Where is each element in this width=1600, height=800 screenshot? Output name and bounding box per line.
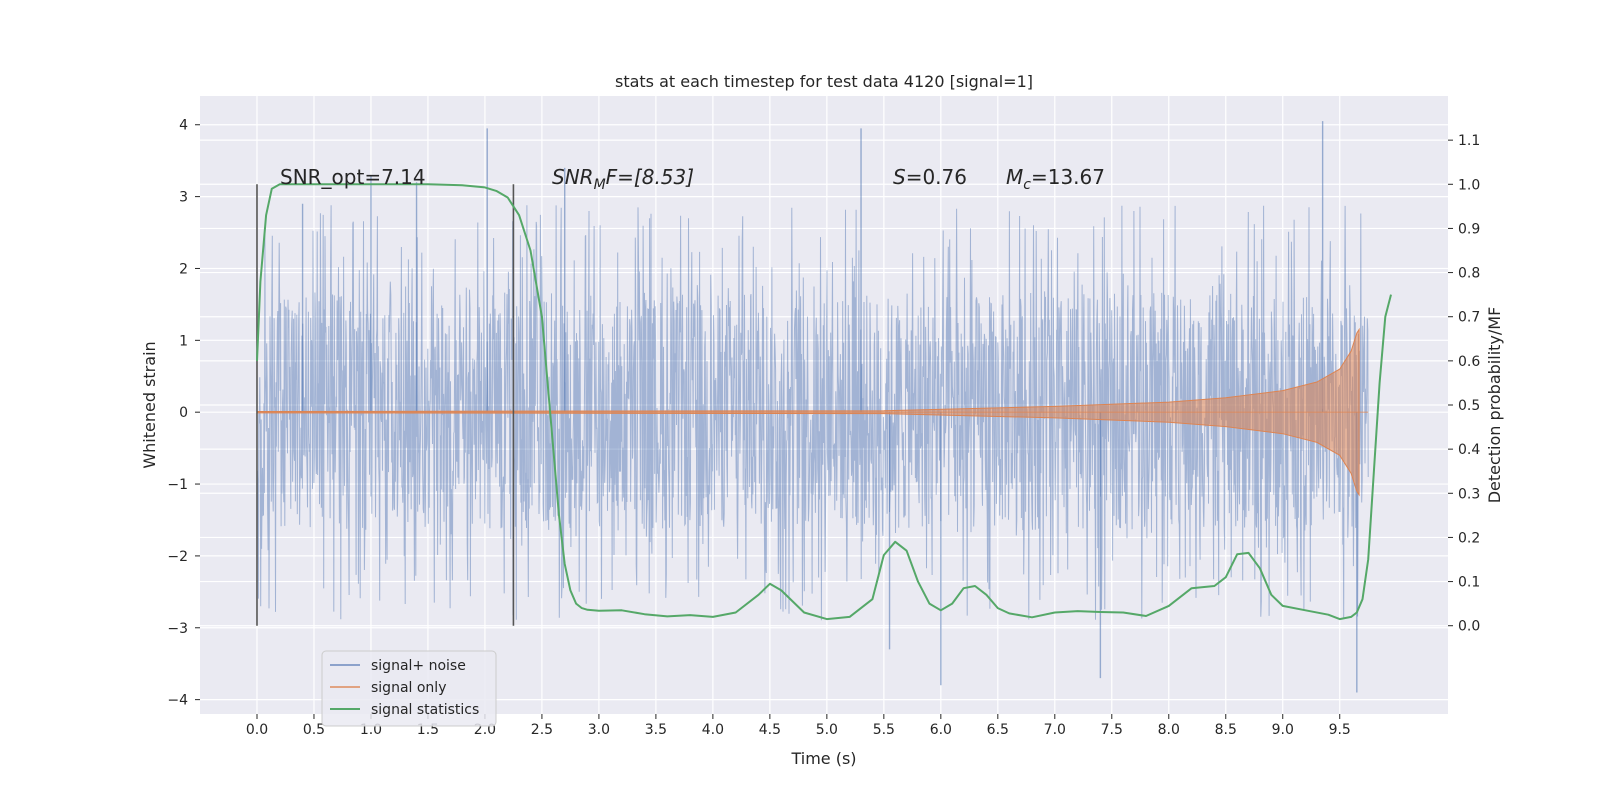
annotation-mc-sub: c (1023, 177, 1031, 193)
y-right-tick-label: 0.1 (1458, 575, 1480, 591)
y-right-tick-label: 0.3 (1458, 486, 1480, 502)
annotation-snr-opt: SNR_opt=7.14 (280, 165, 426, 189)
annotation-s-val: =0.76 (906, 165, 967, 189)
x-tick-label: 7.0 (1044, 722, 1066, 738)
annotation-snr-mf: SNRMF=[8.53] (552, 165, 694, 193)
y-right-tick-label: 1.1 (1458, 133, 1480, 149)
x-tick-label: 5.5 (873, 722, 895, 738)
legend-label-signal-statistics: signal statistics (371, 702, 479, 718)
x-tick-label: 0.5 (303, 722, 325, 738)
y-axis-right-ticks: 0.0 0.1 0.2 0.3 0.4 0.5 0.6 0.7 0.8 0.9 1.0 1.1 (1448, 133, 1480, 635)
x-tick-label: 8.0 (1158, 722, 1180, 738)
y-axis-right-label: Detection probability/MF (1485, 307, 1504, 504)
signal-statistics-series (256, 183, 1392, 621)
x-tick-label: 3.5 (645, 722, 667, 738)
y-left-tick-label: −3 (167, 621, 188, 637)
annotation-s: S=0.76 (893, 165, 967, 189)
y-left-tick-label: −1 (167, 477, 188, 493)
y-right-tick-label: 0.9 (1458, 221, 1480, 237)
y-right-tick-label: 0.7 (1458, 310, 1480, 326)
signal-statistics-line (256, 183, 1392, 621)
x-tick-label: 2.5 (531, 722, 553, 738)
x-tick-label: 9.5 (1329, 722, 1351, 738)
legend-label-signal-only: signal only (371, 680, 446, 696)
y-right-tick-label: 0.2 (1458, 530, 1480, 546)
legend-box (321, 650, 497, 727)
x-axis-label: Time (s) (790, 749, 856, 768)
x-tick-label: 4.5 (759, 722, 781, 738)
annotation-snr-mf-sub: M (594, 177, 606, 193)
annotation-snr-mf-var: SNR (552, 165, 594, 189)
annotation-snr-mf-tail: F=[8.53] (606, 165, 694, 189)
annotation-s-var: S (893, 165, 906, 189)
annotation-mc: Mc=13.67 (1006, 165, 1105, 193)
legend: signal+ noise signal only signal statist… (321, 650, 497, 727)
annotation-mc-var: M (1006, 165, 1023, 189)
y-left-tick-label: 3 (179, 190, 188, 206)
y-left-tick-label: 0 (179, 405, 188, 421)
y-left-tick-label: −2 (167, 549, 188, 565)
y-left-tick-label: −4 (167, 693, 188, 709)
segment-markers (256, 184, 515, 626)
y-right-tick-label: 1.0 (1458, 177, 1480, 193)
signal-noise-line (256, 205, 1369, 621)
y-right-tick-label: 0.6 (1458, 354, 1480, 370)
annotation-mc-val: =13.67 (1031, 165, 1105, 189)
x-tick-label: 4.0 (702, 722, 724, 738)
legend-label-signal-noise: signal+ noise (371, 658, 466, 674)
y-axis-left-ticks: −4 −3 −2 −1 0 1 2 3 4 (167, 118, 200, 709)
x-tick-label: 6.0 (930, 722, 952, 738)
y-axis-left-label: Whitened strain (140, 341, 159, 468)
y-left-tick-label: 4 (179, 118, 188, 134)
x-tick-label: 7.5 (1101, 722, 1123, 738)
x-tick-label: 9.0 (1272, 722, 1294, 738)
y-left-tick-label: 1 (179, 333, 188, 349)
y-right-tick-label: 0.0 (1458, 619, 1480, 635)
x-tick-label: 3.0 (588, 722, 610, 738)
y-right-tick-label: 0.5 (1458, 398, 1480, 414)
x-tick-label: 0.0 (246, 722, 268, 738)
x-tick-label: 8.5 (1215, 722, 1237, 738)
y-left-tick-label: 2 (179, 261, 188, 277)
y-right-tick-label: 0.4 (1458, 442, 1480, 458)
signal-only-series (256, 327, 1369, 497)
chart-title: stats at each timestep for test data 412… (615, 72, 1033, 91)
x-tick-label: 6.5 (987, 722, 1009, 738)
y-right-tick-label: 0.8 (1458, 266, 1480, 282)
x-tick-label: 5.0 (816, 722, 838, 738)
signal-noise-series (256, 121, 1369, 693)
